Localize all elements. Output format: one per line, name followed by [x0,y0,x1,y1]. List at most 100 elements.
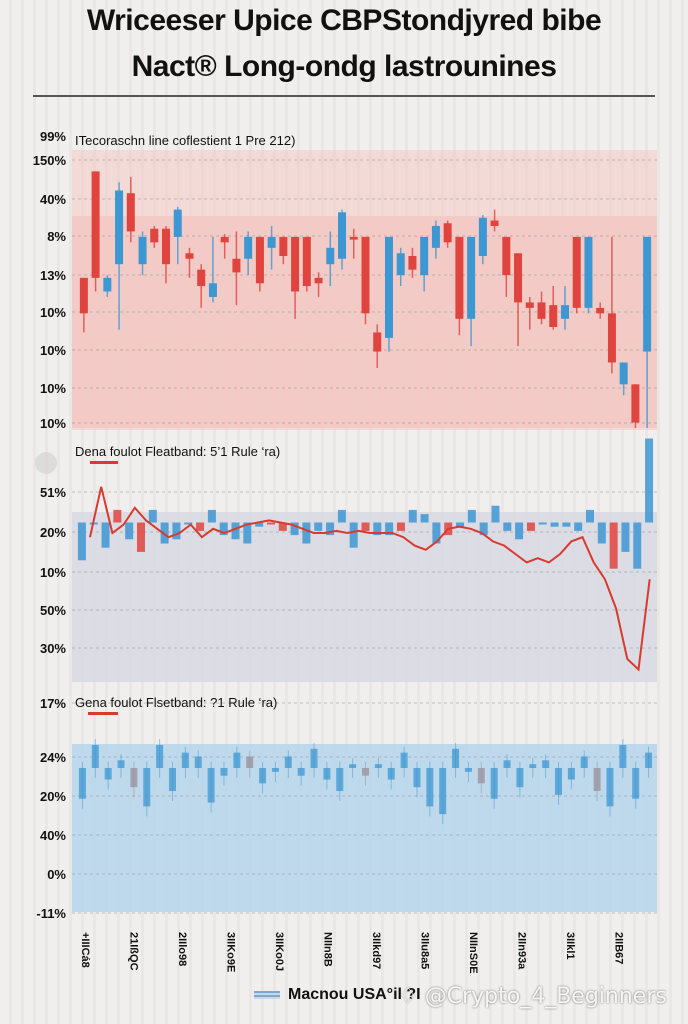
x-tick-label: 3IIKo9E [225,932,237,972]
panel-1-tick-label: 10% [40,343,66,358]
candle-body [537,302,546,319]
candle-body [396,253,405,276]
panel-1-tick-label: 40% [40,192,66,207]
panel-2-title-underline [90,461,118,464]
bar [231,522,240,540]
bar [491,505,500,523]
panel-1-title: ITecoraschn line coflestient 1 Pre 212) [75,133,295,148]
panel-1-tick-label: 99% [40,129,66,144]
bar [586,509,595,523]
bar [550,522,559,527]
candle-body [138,236,147,265]
bar [574,522,583,531]
panel-2-y-axis: 51% 20% 10% 50% 30% [40,485,66,656]
bar [136,522,145,552]
bar [160,522,169,544]
bar [526,522,535,531]
candle-body [549,305,558,327]
bar [633,522,642,569]
candle-body [525,302,534,308]
x-tick-label: 2IIn93a [516,932,528,970]
gridlines [72,159,657,914]
panel-1-tick-label: 13% [40,268,66,283]
bar [349,522,358,548]
candle-body [607,313,616,363]
bar [538,522,547,525]
panel-2-tick-label: 10% [40,565,66,580]
candle-body [244,236,253,259]
candle-body [467,236,476,319]
candle-body [126,193,135,232]
candle-body [408,256,417,270]
bar [172,522,181,540]
x-axis-labels: +IIICá8 21IßQC 2IIlo98 3IIKo9E 3IIKo0J NIIn8B… [79,932,625,974]
legend: Macnou USA°il ?I [254,986,421,1004]
candle-body [643,236,652,352]
bar [456,522,465,527]
panel-3-tick-label: 0% [47,867,66,882]
bar [125,522,134,540]
candle-body [115,190,124,265]
candle-body [150,228,159,243]
candle-body [349,236,358,240]
panel-2-tick-label: 51% [40,485,66,500]
bar [243,522,252,544]
panel-3-tick-label: 24% [40,750,66,765]
bar [373,522,382,536]
x-tick-label: 2IIlo98 [176,932,188,966]
candle-body [631,384,640,423]
bar [326,522,335,536]
x-tick-label: 3IIKo0J [273,932,285,971]
candle-body [291,236,300,292]
panel-3-tick-label: 40% [40,828,66,843]
bar [148,509,157,523]
x-tick-label: NIInS0E [467,932,479,974]
candle-body [185,253,194,259]
bar [337,509,346,523]
candle-body [197,269,206,287]
bar [196,522,205,531]
bar [290,522,299,536]
bar [77,522,86,561]
legend-label: Macnou USA°il ?I [288,986,421,1003]
x-tick-label: 2IIB67 [613,932,625,964]
chart-title-line-1: Wriceeser Upice CBPStondjyred bibe [86,4,602,37]
x-tick-label: 3IIu8a5 [419,932,431,969]
bar [609,522,618,569]
bar [515,522,524,540]
panel-2-trend-line [89,486,651,672]
panel-1-tick-label: 10% [40,416,66,431]
bar [645,438,654,523]
bar [408,509,417,523]
bar [255,522,264,527]
bar [101,522,110,548]
chart-title-line-2: Nact® Long-ondg lastrounines [131,50,557,83]
panel-2-bars [77,438,654,569]
bar [479,522,488,536]
bar [503,522,512,531]
candle-body [572,236,581,308]
bar [266,522,275,525]
candle-body [79,277,88,314]
candle-body [619,362,628,385]
candle-body [338,212,347,259]
candle-body [560,305,569,319]
candle-body [514,253,523,303]
x-tick-label: 21IßQC [128,932,140,971]
candle-body [279,236,288,257]
bar [597,522,606,544]
candle-body [455,236,464,319]
candle-body [596,307,605,314]
x-tick-label: 3IIkl1 [564,932,576,960]
panel-1-tick-label: 150% [33,153,67,168]
candle-body [232,258,241,273]
panel-2-title: Dena foulot Fleatband: 5’1 Rule ‘ra) [75,444,280,459]
bar [278,522,287,531]
panel-3-bars [78,738,653,825]
panel-3-tick-label: 20% [40,789,66,804]
bar [467,509,476,523]
panel-1-tick-label: 10% [40,381,66,396]
panel-3-tick-label: 17% [40,696,66,711]
candle-body [443,223,452,243]
bar [385,522,394,536]
